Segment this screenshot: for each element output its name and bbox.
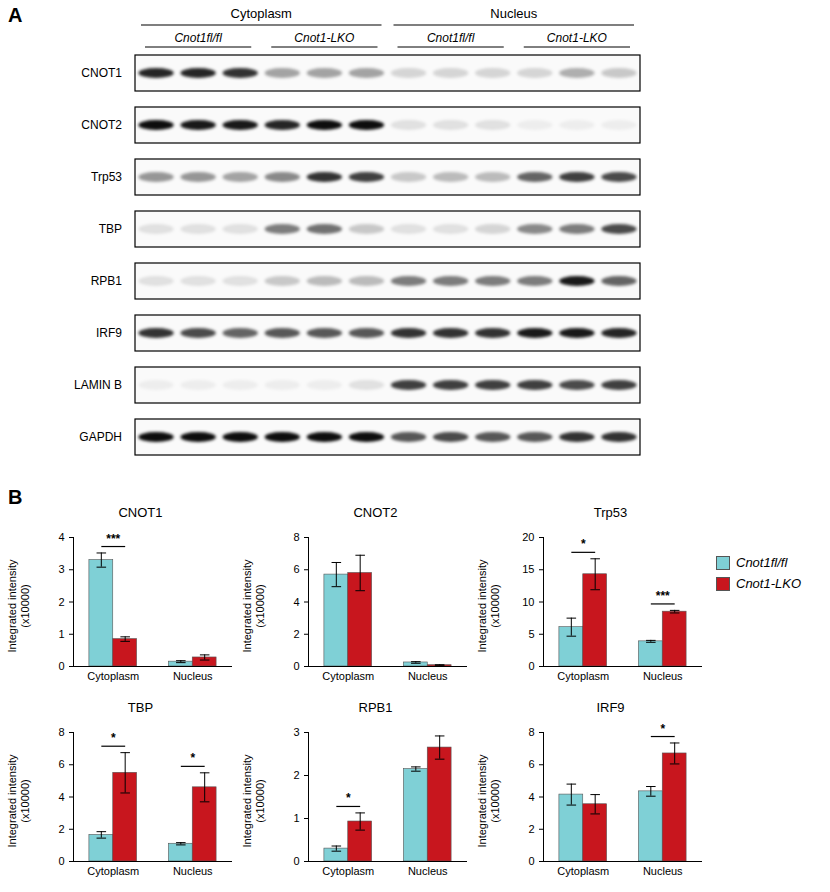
- html-text:Integrated intensity (x10000): Integrated intensity (x10000): [240, 559, 265, 652]
- svg-text:2: 2: [58, 823, 64, 835]
- svg-text:Nucleus: Nucleus: [490, 6, 537, 21]
- svg-text:5: 5: [528, 628, 534, 640]
- svg-text:0: 0: [528, 660, 534, 672]
- html-text:CNOT1: CNOT1: [118, 505, 163, 520]
- svg-text:Cytoplasm: Cytoplasm: [322, 670, 374, 682]
- html-text:Integrated intensity (x10000): Integrated intensity (x10000): [475, 754, 500, 847]
- svg-text:Nucleus: Nucleus: [173, 865, 213, 877]
- svg-text:CNOT1: CNOT1: [81, 66, 122, 80]
- svg-text:0: 0: [293, 660, 299, 672]
- svg-text:Cytoplasm: Cytoplasm: [87, 865, 139, 877]
- html-text:Trp53: Trp53: [593, 505, 628, 520]
- svg-text:4: 4: [293, 596, 299, 608]
- svg-text:4: 4: [58, 791, 64, 803]
- svg-text:Nucleus: Nucleus: [408, 670, 448, 682]
- svg-text:*: *: [660, 722, 665, 736]
- svg-text:2: 2: [293, 628, 299, 640]
- svg-text:Nucleus: Nucleus: [173, 670, 213, 682]
- svg-text:3: 3: [293, 726, 299, 738]
- svg-text:4: 4: [58, 531, 64, 543]
- svg-text:2: 2: [528, 823, 534, 835]
- html-text:Integrated intensity (x10000): Integrated intensity (x10000): [240, 754, 265, 847]
- html-text:TBP: TBP: [127, 700, 154, 715]
- svg-text:2: 2: [58, 596, 64, 608]
- svg-text:Nucleus: Nucleus: [408, 865, 448, 877]
- svg-text:Cnot1fl/fl: Cnot1fl/fl: [427, 31, 475, 45]
- svg-text:GAPDH: GAPDH: [79, 430, 122, 444]
- svg-text:0: 0: [58, 855, 64, 867]
- svg-text:1: 1: [293, 812, 299, 824]
- svg-text:*: *: [581, 537, 586, 551]
- svg-text:CNOT2: CNOT2: [81, 118, 122, 132]
- svg-text:RPB1: RPB1: [91, 274, 123, 288]
- svg-text:Cnot1-LKO: Cnot1-LKO: [547, 31, 607, 45]
- svg-text:Trp53: Trp53: [91, 170, 122, 184]
- html-text:CNOT2: CNOT2: [353, 505, 398, 520]
- html-text:Integrated intensity (x10000): Integrated intensity (x10000): [475, 559, 500, 652]
- svg-text:Nucleus: Nucleus: [643, 670, 683, 682]
- svg-text:6: 6: [293, 563, 299, 575]
- svg-text:20: 20: [522, 531, 534, 543]
- svg-text:Cnot1fl/fl: Cnot1fl/fl: [174, 31, 222, 45]
- html-text:Integrated intensity (x10000): Integrated intensity (x10000): [5, 754, 30, 847]
- svg-text:4: 4: [528, 791, 534, 803]
- html-text:Integrated intensity (x10000): Integrated intensity (x10000): [5, 559, 30, 652]
- svg-text:Cytoplasm: Cytoplasm: [557, 670, 609, 682]
- svg-text:LAMIN B: LAMIN B: [74, 378, 122, 392]
- svg-text:15: 15: [522, 563, 534, 575]
- svg-text:***: ***: [106, 532, 120, 546]
- svg-text:0: 0: [528, 855, 534, 867]
- svg-text:6: 6: [528, 758, 534, 770]
- svg-text:A: A: [8, 4, 22, 26]
- svg-text:2: 2: [293, 769, 299, 781]
- svg-text:*: *: [111, 731, 116, 745]
- html-text:RPB1: RPB1: [358, 700, 393, 715]
- html-text:B: B: [8, 486, 23, 508]
- svg-text:*: *: [190, 751, 195, 765]
- svg-text:***: ***: [656, 589, 670, 603]
- svg-text:Nucleus: Nucleus: [643, 865, 683, 877]
- svg-text:Cytoplasm: Cytoplasm: [557, 865, 609, 877]
- html-text:IRF9: IRF9: [596, 700, 625, 715]
- svg-text:0: 0: [293, 855, 299, 867]
- html-text:Cnot1-LKO: Cnot1-LKO: [736, 576, 801, 591]
- svg-text:TBP: TBP: [99, 222, 122, 236]
- svg-text:1: 1: [58, 628, 64, 640]
- svg-text:10: 10: [522, 596, 534, 608]
- svg-text:Cytoplasm: Cytoplasm: [87, 670, 139, 682]
- svg-text:8: 8: [528, 726, 534, 738]
- svg-text:Cytoplasm: Cytoplasm: [231, 6, 292, 21]
- html-text:Cnot1fl/fl: Cnot1fl/fl: [736, 555, 788, 570]
- svg-text:8: 8: [293, 531, 299, 543]
- svg-text:3: 3: [58, 563, 64, 575]
- svg-text:6: 6: [58, 758, 64, 770]
- svg-text:8: 8: [58, 726, 64, 738]
- svg-text:Cnot1-LKO: Cnot1-LKO: [294, 31, 354, 45]
- svg-text:IRF9: IRF9: [96, 326, 122, 340]
- svg-text:Cytoplasm: Cytoplasm: [322, 865, 374, 877]
- svg-text:*: *: [346, 791, 351, 805]
- svg-text:0: 0: [58, 660, 64, 672]
